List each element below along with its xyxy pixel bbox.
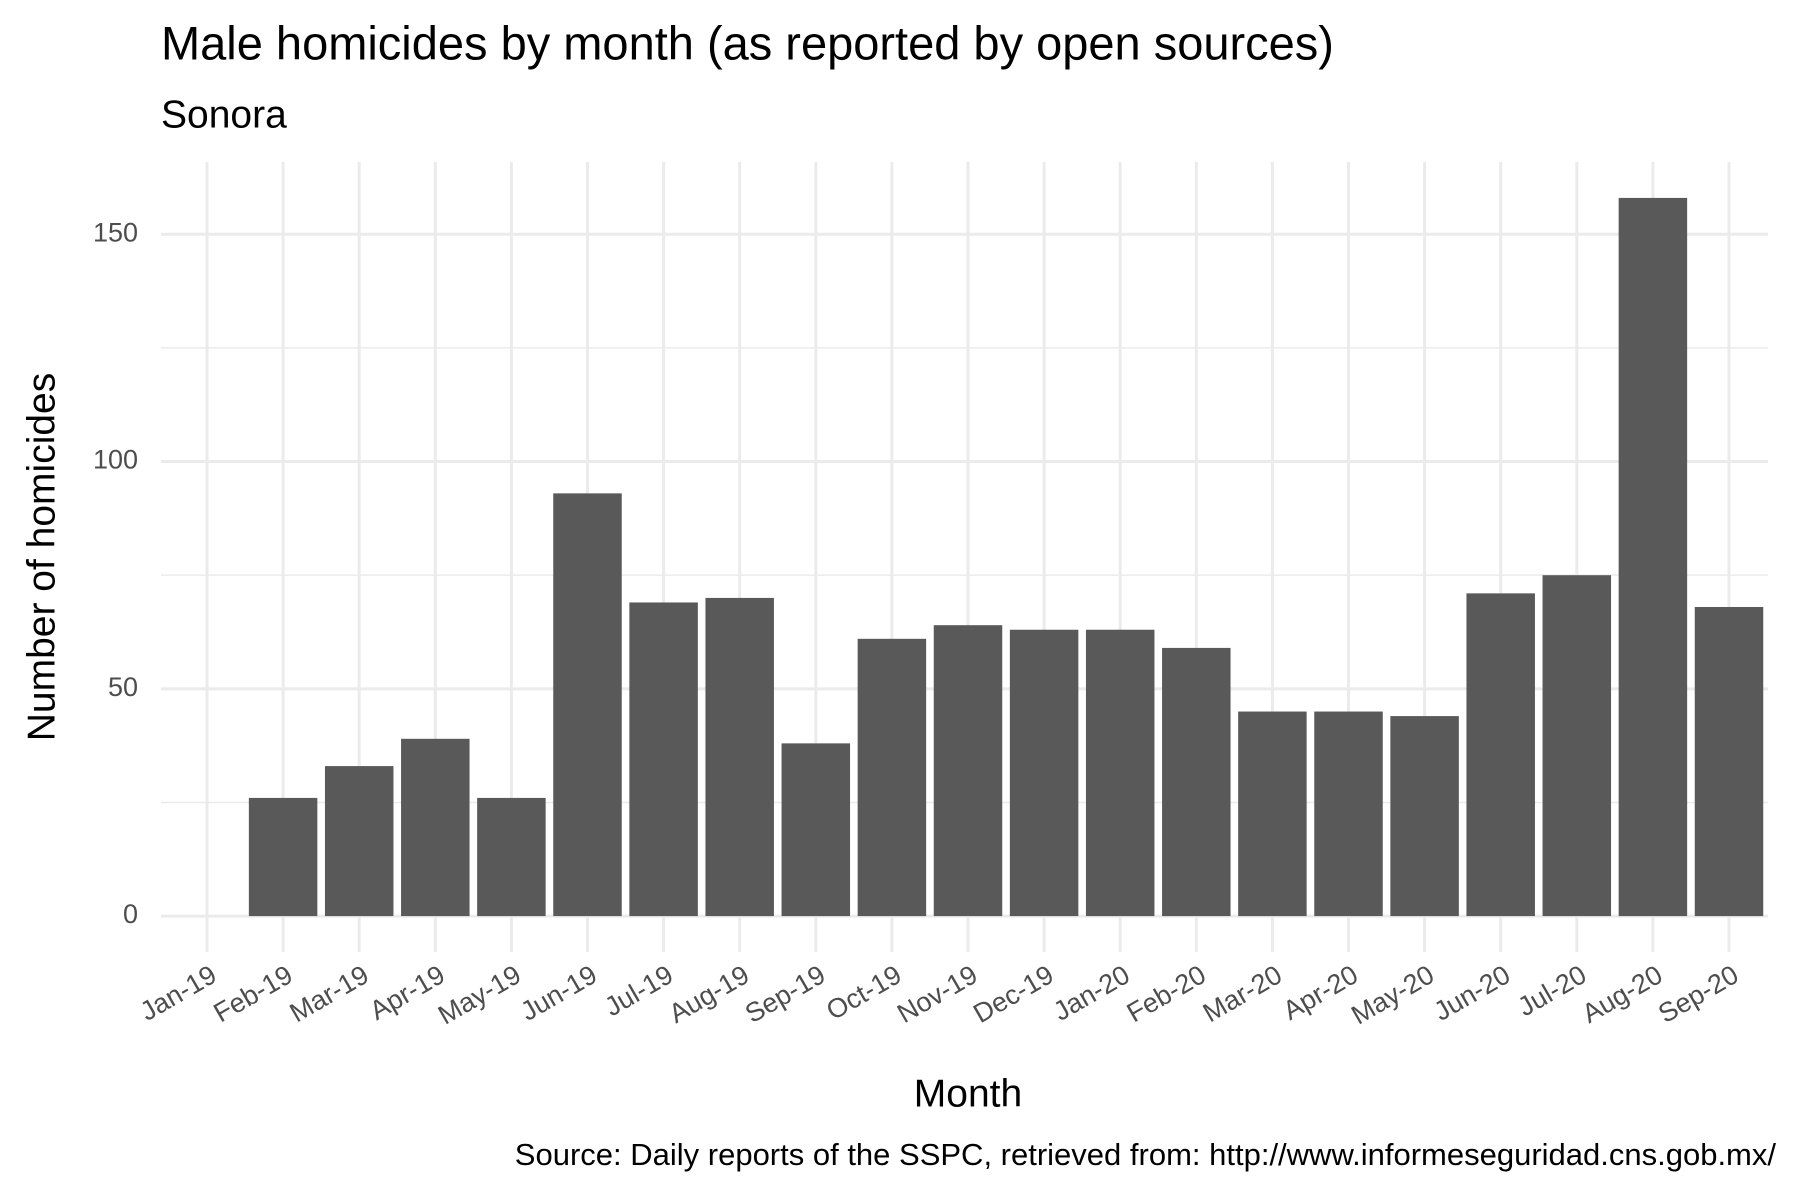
x-tick-label: Aug-20 (1577, 959, 1667, 1029)
x-tick-label: Jun-20 (1429, 959, 1516, 1026)
x-tick-label: Mar-20 (1198, 959, 1287, 1028)
x-tick-label: Oct-19 (821, 959, 906, 1025)
bar (1009, 629, 1079, 917)
x-tick-label: Sep-20 (1653, 959, 1743, 1029)
chart-subtitle: Sonora (161, 93, 287, 136)
x-tick-label: Jul-20 (1513, 959, 1592, 1022)
x-tick-label: Feb-19 (209, 959, 298, 1028)
bar (1542, 575, 1612, 917)
bar (1162, 647, 1231, 917)
x-tick-label: May-19 (433, 959, 526, 1030)
x-axis-title: Month (914, 1072, 1022, 1115)
x-tick-label: Feb-20 (1122, 959, 1211, 1028)
chart-title: Male homicides by month (as reported by … (161, 16, 1334, 69)
caption: Source: Daily reports of the SSPC, retri… (515, 1137, 1777, 1172)
x-tick-label: Sep-19 (740, 959, 830, 1029)
x-tick-label: Jan-20 (1048, 959, 1135, 1026)
x-tick-label: Nov-19 (892, 959, 982, 1029)
bar (629, 602, 698, 917)
x-tick-label: Dec-19 (968, 959, 1058, 1029)
bar (248, 797, 318, 917)
x-tick-label: May-20 (1346, 959, 1439, 1030)
bar (401, 738, 470, 917)
bar (324, 766, 394, 917)
x-tick-label: Aug-19 (664, 959, 754, 1029)
bar (1085, 629, 1155, 917)
bar (477, 797, 546, 917)
bar (1390, 716, 1459, 917)
x-tick-label: Jun-19 (516, 959, 603, 1026)
x-tick-label: Jan-19 (135, 959, 222, 1026)
bar (781, 743, 851, 917)
x-tick-label: Jul-19 (599, 959, 678, 1022)
bar (933, 625, 1003, 917)
y-tick-label: 150 (93, 217, 138, 247)
x-tick-label: Apr-20 (1278, 959, 1363, 1026)
bar (1618, 197, 1688, 917)
bar (1466, 593, 1535, 917)
bar (1314, 711, 1383, 917)
bar (857, 638, 927, 917)
bar (705, 597, 774, 917)
bar (1238, 711, 1307, 917)
x-tick-label: Apr-19 (365, 959, 450, 1026)
y-axis-title: Number of homicides (20, 373, 63, 741)
bar (553, 493, 622, 917)
x-tick-label: Mar-19 (285, 959, 374, 1028)
y-tick-label: 50 (108, 672, 138, 702)
y-tick-label: 100 (93, 445, 138, 475)
bar (1694, 607, 1764, 917)
y-tick-label: 0 (123, 899, 138, 929)
